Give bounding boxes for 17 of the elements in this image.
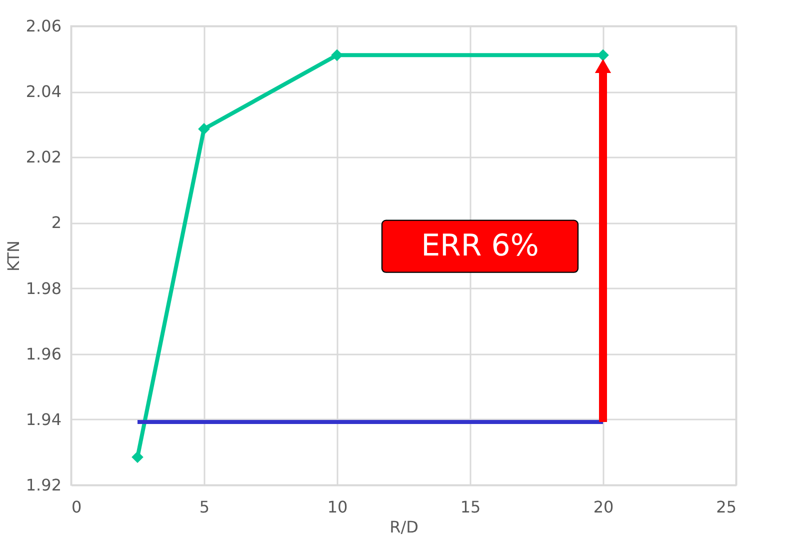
x-tick-label: 10 — [327, 498, 348, 516]
x-tick-label: 5 — [199, 498, 210, 516]
y-tick-label: 1.98 — [26, 278, 62, 298]
x-axis-title: R/D — [390, 518, 418, 536]
y-tick-label: 1.96 — [26, 344, 62, 364]
x-tick-label: 25 — [716, 498, 736, 516]
x-tick-label: 15 — [460, 498, 481, 516]
x-tick-label: 0 — [72, 498, 82, 516]
y-tick-label: 1.94 — [26, 410, 62, 429]
y-tick-label: 1.92 — [26, 476, 62, 494]
annotation: ERR 6% — [421, 228, 539, 264]
y-tick-label: 2.04 — [26, 82, 62, 102]
y-tick-label: 2.06 — [26, 16, 62, 36]
y-tick-label: 2.02 — [26, 148, 62, 167]
x-tick-label: 20 — [593, 498, 614, 516]
y-axis-title: KTN — [4, 240, 23, 272]
y-tick-label: 2 — [51, 213, 62, 232]
